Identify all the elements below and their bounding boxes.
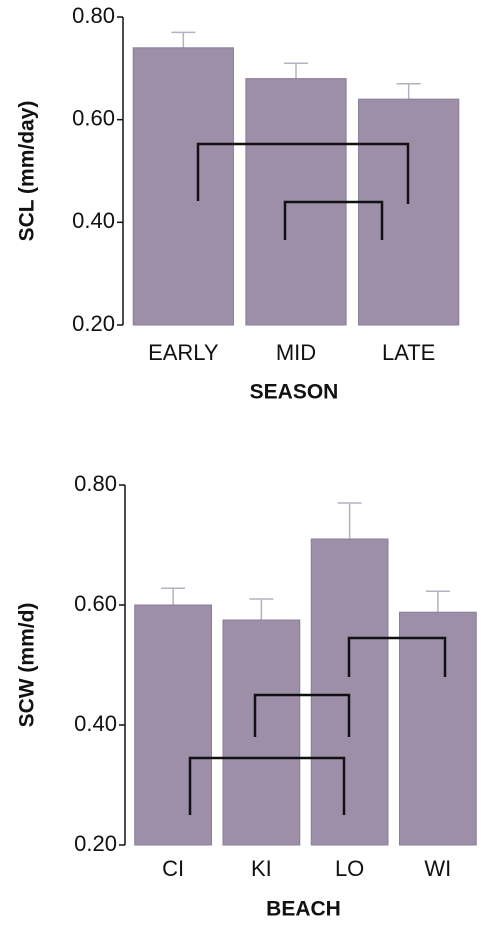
- y-tick-label: 0.40: [72, 208, 115, 233]
- y-tick-label: 0.80: [74, 471, 117, 496]
- x-axis-label: BEACH: [266, 898, 341, 921]
- x-axis-label: SEASON: [250, 381, 339, 404]
- bar: [358, 98, 460, 326]
- bracket: [196, 142, 410, 204]
- bar: [398, 611, 477, 846]
- y-axis-label: SCW (mm/d): [16, 603, 39, 728]
- y-tick-label: 0.20: [72, 311, 115, 336]
- bar: [310, 538, 389, 846]
- x-tick-label: WI: [424, 856, 451, 881]
- y-tick-label: 0.80: [72, 3, 115, 28]
- y-tick-label: 0.60: [72, 105, 115, 130]
- bar: [134, 604, 213, 846]
- bracket: [283, 200, 384, 240]
- y-tick-label: 0.40: [74, 711, 117, 736]
- bracket: [253, 693, 351, 737]
- y-axis-label: SCL (mm/day): [16, 101, 39, 242]
- x-tick-label: MID: [276, 340, 316, 365]
- bar: [222, 619, 301, 846]
- bar: [132, 47, 234, 326]
- bracket: [347, 636, 447, 677]
- y-tick-label: 0.20: [74, 831, 117, 856]
- y-tick-label: 0.60: [74, 591, 117, 616]
- x-tick-label: CI: [162, 856, 184, 881]
- significance-brackets: [188, 142, 447, 815]
- x-tick-label: LO: [335, 856, 364, 881]
- x-tick-label: LATE: [382, 340, 435, 365]
- x-tick-label: KI: [251, 856, 272, 881]
- bracket: [188, 756, 346, 815]
- x-tick-label: EARLY: [148, 340, 219, 365]
